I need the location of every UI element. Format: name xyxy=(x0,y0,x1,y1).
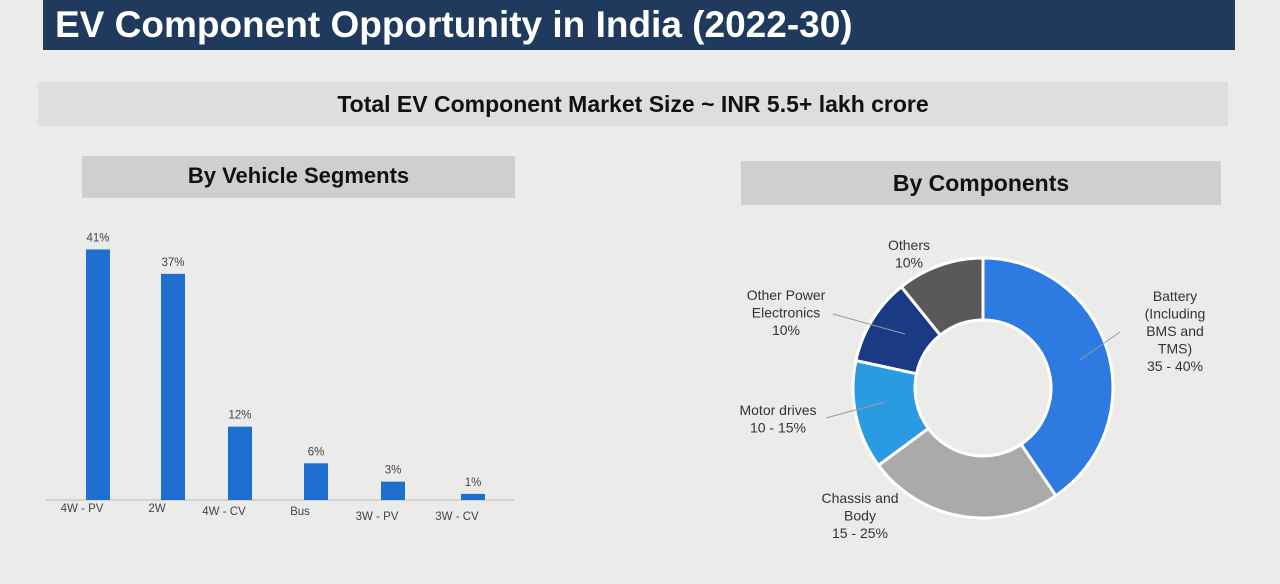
slice-label: Others 10% xyxy=(888,237,930,271)
data-label: 6% xyxy=(308,446,325,458)
bar xyxy=(161,273,185,500)
bar xyxy=(381,481,405,500)
bar xyxy=(461,493,485,500)
data-label: 3% xyxy=(385,465,402,477)
vehicle-segments-header: By Vehicle Segments xyxy=(82,156,515,198)
donut-slice xyxy=(876,426,1058,520)
leader-line xyxy=(1079,331,1121,361)
data-label: 12% xyxy=(228,410,251,422)
x-tick-label: 3W - PV xyxy=(356,511,399,523)
slice-label: Motor drives 10 - 15% xyxy=(739,402,816,436)
page-title: EV Component Opportunity in India (2022-… xyxy=(43,0,1235,50)
total-market-banner: Total EV Component Market Size ~ INR 5.5… xyxy=(38,82,1228,126)
components-header: By Components xyxy=(741,161,1221,205)
donut-slice xyxy=(981,256,1115,498)
data-label: 41% xyxy=(86,232,109,244)
x-tick-label: 2W xyxy=(148,503,165,515)
bar xyxy=(86,249,110,500)
slice-label: Chassis and Body 15 - 25% xyxy=(821,490,898,541)
x-tick-label: Bus xyxy=(290,506,310,518)
bar xyxy=(304,463,328,500)
slice-label: Battery (Including BMS and TMS) 35 - 40% xyxy=(1145,288,1206,374)
data-label: 37% xyxy=(161,257,184,269)
donut-slice xyxy=(899,256,985,338)
leader-line xyxy=(825,401,886,419)
x-tick-label: 4W - PV xyxy=(61,503,104,515)
bar xyxy=(228,426,252,500)
slice-label: Other Power Electronics 10% xyxy=(747,287,826,338)
leader-line xyxy=(832,313,906,335)
x-tick-label: 3W - CV xyxy=(435,511,479,523)
x-tick-label: 4W - CV xyxy=(202,506,246,518)
data-label: 1% xyxy=(465,477,482,489)
